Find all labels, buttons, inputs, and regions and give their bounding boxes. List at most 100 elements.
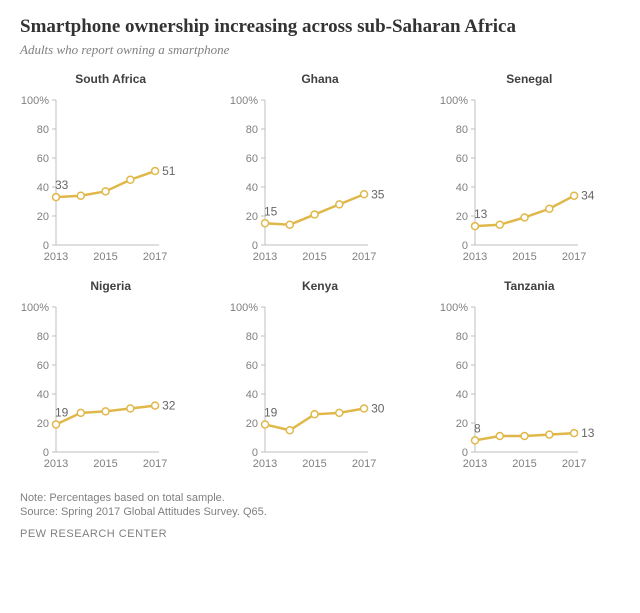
chart-panel: Senegal020406080100%2013201520171334 <box>439 72 620 267</box>
y-tick-label: 60 <box>455 153 467 165</box>
line-chart: 020406080100%201320152017813 <box>439 299 614 474</box>
source-line: Source: Spring 2017 Global Attitudes Sur… <box>20 506 620 518</box>
y-tick-label: 100% <box>230 302 258 314</box>
data-marker <box>77 192 84 199</box>
y-tick-label: 100% <box>440 95 468 107</box>
last-value-label: 32 <box>162 399 176 413</box>
x-tick-label: 2017 <box>352 251 376 263</box>
data-marker <box>53 421 60 428</box>
y-tick-label: 20 <box>246 418 258 430</box>
first-value-label: 33 <box>55 178 69 192</box>
data-marker <box>545 431 552 438</box>
org-name: PEW RESEARCH CENTER <box>20 528 620 540</box>
y-tick-label: 20 <box>37 211 49 223</box>
y-tick-label: 60 <box>37 360 49 372</box>
y-tick-label: 20 <box>455 211 467 223</box>
data-marker <box>496 433 503 440</box>
data-marker <box>102 188 109 195</box>
x-tick-label: 2013 <box>253 458 277 470</box>
line-chart: 020406080100%2013201520171535 <box>229 92 404 267</box>
data-marker <box>361 405 368 412</box>
data-marker <box>336 201 343 208</box>
y-tick-label: 40 <box>246 389 258 401</box>
data-marker <box>521 214 528 221</box>
data-marker <box>361 191 368 198</box>
x-tick-label: 2013 <box>44 251 68 263</box>
x-tick-label: 2017 <box>562 458 586 470</box>
line-chart: 020406080100%2013201520171932 <box>20 299 195 474</box>
x-tick-label: 2015 <box>512 458 536 470</box>
first-value-label: 15 <box>264 204 278 218</box>
y-tick-label: 80 <box>455 331 467 343</box>
x-tick-label: 2017 <box>562 251 586 263</box>
data-marker <box>53 194 60 201</box>
y-tick-label: 40 <box>246 182 258 194</box>
x-tick-label: 2015 <box>303 251 327 263</box>
x-tick-label: 2015 <box>512 251 536 263</box>
panel-title: Tanzania <box>439 279 620 293</box>
data-marker <box>102 408 109 415</box>
data-marker <box>570 430 577 437</box>
series-line <box>265 194 364 224</box>
y-tick-label: 60 <box>246 153 258 165</box>
y-tick-label: 40 <box>455 389 467 401</box>
panel-title: Ghana <box>229 72 410 86</box>
last-value-label: 34 <box>581 189 595 203</box>
chart-panel: Nigeria020406080100%2013201520171932 <box>20 279 201 474</box>
data-marker <box>262 220 269 227</box>
x-tick-label: 2015 <box>303 458 327 470</box>
x-tick-label: 2013 <box>253 251 277 263</box>
y-tick-label: 20 <box>246 211 258 223</box>
line-chart: 020406080100%2013201520173351 <box>20 92 195 267</box>
data-marker <box>311 211 318 218</box>
data-marker <box>521 433 528 440</box>
data-marker <box>570 192 577 199</box>
last-value-label: 51 <box>162 164 176 178</box>
data-marker <box>336 409 343 416</box>
y-tick-label: 60 <box>246 360 258 372</box>
x-tick-label: 2017 <box>143 458 167 470</box>
line-chart: 020406080100%2013201520171334 <box>439 92 614 267</box>
y-tick-label: 100% <box>440 302 468 314</box>
y-tick-label: 80 <box>455 124 467 136</box>
x-tick-label: 2017 <box>352 458 376 470</box>
y-tick-label: 80 <box>37 124 49 136</box>
data-marker <box>77 409 84 416</box>
first-value-label: 19 <box>55 405 69 419</box>
y-tick-label: 40 <box>37 182 49 194</box>
data-marker <box>496 221 503 228</box>
panel-title: Senegal <box>439 72 620 86</box>
last-value-label: 30 <box>371 402 385 416</box>
y-tick-label: 60 <box>37 153 49 165</box>
x-tick-label: 2017 <box>143 251 167 263</box>
y-tick-label: 40 <box>455 182 467 194</box>
y-tick-label: 40 <box>37 389 49 401</box>
chart-panel: Ghana020406080100%2013201520171535 <box>229 72 410 267</box>
data-marker <box>127 405 134 412</box>
chart-grid: South Africa020406080100%201320152017335… <box>20 72 620 474</box>
x-tick-label: 2015 <box>93 251 117 263</box>
y-tick-label: 100% <box>21 302 49 314</box>
y-tick-label: 100% <box>21 95 49 107</box>
page-subtitle: Adults who report owning a smartphone <box>20 42 620 58</box>
data-marker <box>152 402 159 409</box>
y-tick-label: 20 <box>37 418 49 430</box>
data-marker <box>127 176 134 183</box>
page-title: Smartphone ownership increasing across s… <box>20 16 620 38</box>
x-tick-label: 2013 <box>44 458 68 470</box>
first-value-label: 13 <box>474 207 488 221</box>
y-tick-label: 80 <box>37 331 49 343</box>
line-chart: 020406080100%2013201520171930 <box>229 299 404 474</box>
footnote: Note: Percentages based on total sample. <box>20 492 620 504</box>
chart-panel: Tanzania020406080100%201320152017813 <box>439 279 620 474</box>
y-tick-label: 20 <box>455 418 467 430</box>
data-marker <box>311 411 318 418</box>
data-marker <box>287 221 294 228</box>
x-tick-label: 2013 <box>462 251 486 263</box>
panel-title: Kenya <box>229 279 410 293</box>
data-marker <box>471 437 478 444</box>
data-marker <box>262 421 269 428</box>
data-marker <box>287 427 294 434</box>
last-value-label: 13 <box>581 426 595 440</box>
y-tick-label: 80 <box>246 124 258 136</box>
